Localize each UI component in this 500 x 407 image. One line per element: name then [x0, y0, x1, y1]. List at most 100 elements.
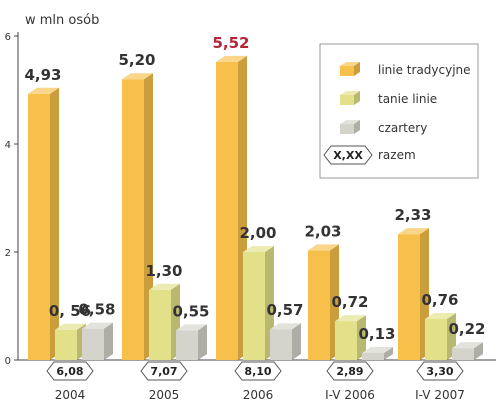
legend-item-totals: X,XX razem: [323, 145, 416, 165]
bar-3-1: [335, 315, 366, 360]
legend-swatch: [340, 66, 354, 76]
data-label: 2,33: [394, 206, 431, 224]
bar-group-3: 2,03 0,72 0,13 2,89 I-V 2006: [304, 222, 395, 402]
bar-3-1-side: [357, 315, 366, 360]
legend-label: tanie linie: [378, 92, 437, 106]
data-label: 0, 56: [49, 302, 91, 320]
data-label: 1,30: [145, 262, 182, 280]
legend-label: razem: [378, 148, 416, 162]
bar-3-2-top: [362, 346, 393, 353]
bar-2-2: [270, 323, 301, 360]
bar-3-1-top: [335, 315, 366, 322]
x-tick-label: 2006: [243, 388, 274, 402]
x-tick-label: I-V 2006: [325, 388, 375, 402]
bar-0-1-front: [55, 329, 77, 360]
total-badge-3: 2,89: [326, 361, 374, 381]
total-badge-0-text: 6,08: [56, 365, 83, 378]
bar-2-2-front: [270, 329, 292, 360]
y-tick-label: 0: [5, 356, 11, 367]
total-badge-3-shape: [326, 361, 374, 381]
bar-2-2-side: [292, 323, 301, 360]
total-badge-2: 8,10: [234, 361, 282, 381]
total-badge-4: 3,30: [416, 361, 464, 381]
bar-3-2-front: [362, 352, 384, 360]
total-badge-3-text: 2,89: [336, 365, 363, 378]
bar-0-1-top: [55, 323, 86, 330]
data-label: 0,72: [331, 293, 368, 311]
bar-1-0-side: [144, 73, 153, 360]
legend-item-1: tanie linie: [340, 91, 437, 106]
bar-4-1-top: [425, 312, 456, 319]
bar-4-0-top: [398, 228, 429, 235]
total-badge-0-shape: [46, 361, 94, 381]
legend: linie tradycyjne tanie linie czartery X,XX r…: [319, 43, 479, 179]
legend-total-badge: X,XX: [323, 145, 373, 165]
data-label: 0,55: [172, 302, 209, 320]
legend-label: czartery: [378, 121, 427, 135]
bar-2-1-top: [243, 246, 274, 252]
bar-0-0: [28, 87, 59, 360]
legend-item-0: linie tradycyjne: [340, 62, 471, 77]
bar-1-2: [176, 324, 207, 360]
bar-3-0: [308, 244, 339, 360]
bars: 4,93 0, 560,58 6,08 2004 5,20 1,30 0,55 7,07 200…: [24, 34, 485, 402]
bar-0-0-side: [50, 87, 59, 360]
total-badge-1-shape: [140, 361, 188, 381]
bar-2-0-top: [216, 55, 247, 62]
legend-item-2: czartery: [340, 120, 427, 135]
bar-1-1-front: [149, 289, 171, 360]
bar-2-2-top: [270, 323, 301, 330]
data-label: 0,13: [358, 325, 395, 343]
legend-label: linie tradycyjne: [378, 63, 471, 77]
bar-4-2: [452, 342, 483, 360]
bar-2-0: [216, 55, 247, 361]
data-label: 5,20: [118, 51, 155, 69]
data-label: 0,58: [78, 301, 115, 319]
legend-swatch-side: [354, 120, 360, 134]
bar-0-1: [55, 323, 86, 360]
bar-0-0-top: [28, 87, 59, 94]
legend-swatch-top: [340, 62, 360, 66]
bar-0-2: [82, 322, 113, 360]
legend-total-badge-text: X,XX: [333, 149, 363, 162]
data-label: 2,00: [239, 224, 276, 242]
legend-swatch-side: [354, 62, 360, 76]
bar-0-2-front: [82, 328, 104, 360]
x-tick-label: I-V 2007: [415, 388, 465, 402]
total-badge-2-shape: [234, 361, 282, 381]
total-badge-1-text: 7,07: [150, 365, 177, 378]
bar-3-2: [362, 346, 393, 360]
bar-3-1-front: [335, 321, 357, 360]
total-badge-4-shape: [416, 361, 464, 381]
bar-4-2-side: [474, 342, 483, 360]
bar-group-4: 2,33 0,76 0,22 3,30 I-V 2007: [394, 206, 485, 402]
bar-2-0-front: [216, 61, 238, 361]
legend-swatch: [340, 124, 354, 134]
bar-4-1-front: [425, 318, 447, 360]
bar-2-1-front: [243, 252, 265, 360]
bar-0-2-side: [104, 322, 113, 360]
legend-swatch-side: [354, 91, 360, 105]
bar-1-0-front: [122, 79, 144, 360]
bar-group-2: 5,52 2,00 0,57 8,10 2006: [212, 34, 303, 402]
bar-1-2-front: [176, 330, 198, 360]
bar-1-1-top: [149, 283, 180, 290]
legend-swatch-top: [340, 120, 360, 124]
data-label: 5,52: [212, 34, 249, 52]
legend-swatch: [340, 95, 354, 105]
bar-0-2-top: [82, 322, 113, 329]
bar-1-0-top: [122, 73, 153, 80]
bar-4-0-front: [398, 234, 420, 360]
bar-1-2-top: [176, 324, 207, 331]
data-label: 2,03: [304, 222, 341, 240]
data-label: 0,57: [266, 301, 303, 319]
bar-4-2-front: [452, 348, 474, 360]
bar-4-2-top: [452, 342, 483, 349]
x-tick-label: 2004: [55, 388, 86, 402]
total-badge-1: 7,07: [140, 361, 188, 381]
bar-1-0: [122, 73, 153, 360]
legend-total-badge-shape: [323, 145, 373, 165]
total-badge-4-text: 3,30: [426, 365, 453, 378]
